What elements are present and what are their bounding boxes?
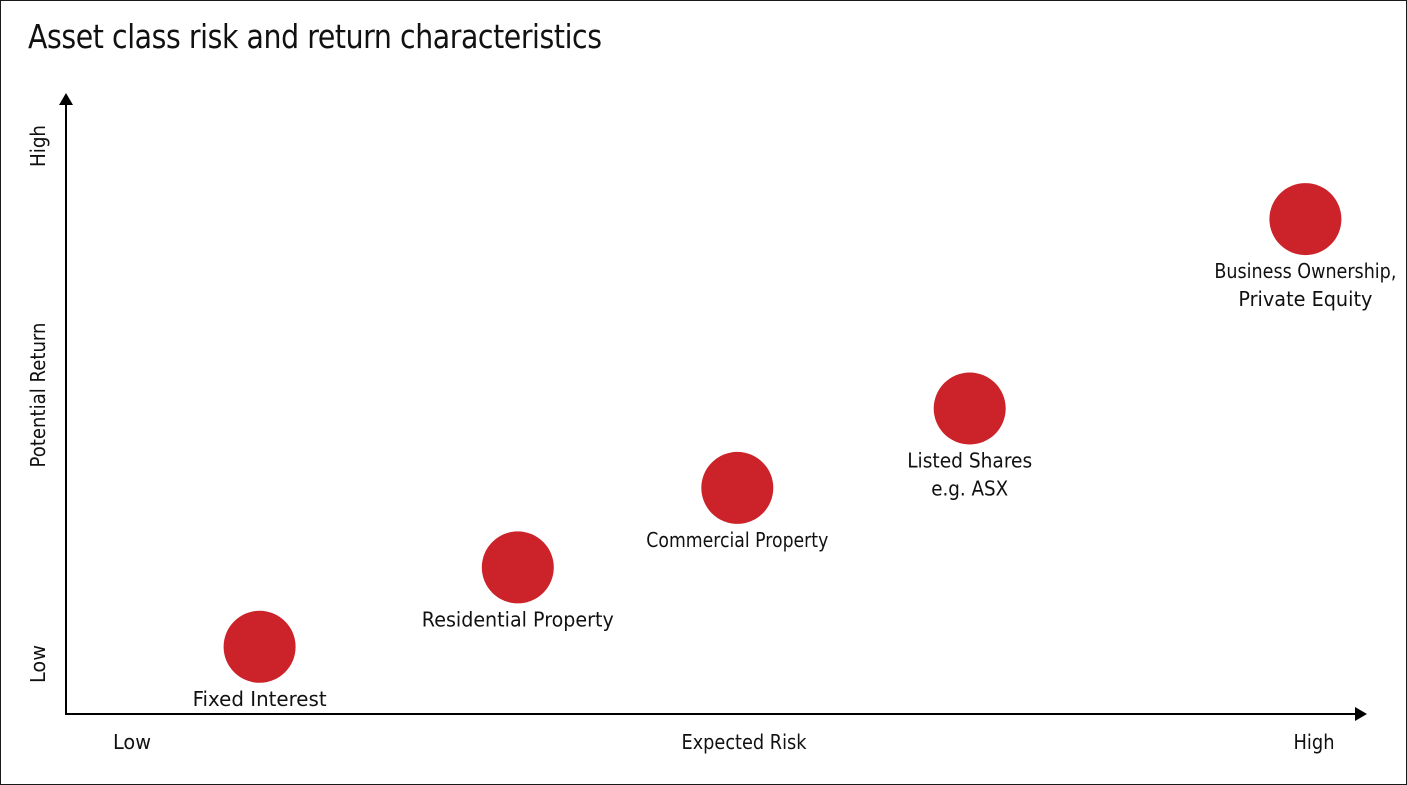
data-point-label: Fixed Interest — [193, 687, 327, 711]
data-point-label: Commercial Property — [646, 528, 828, 552]
data-point — [933, 372, 1006, 445]
x-axis-arrow-icon — [1355, 707, 1367, 721]
data-point — [223, 610, 296, 683]
x-tick-label-high: High — [1294, 730, 1335, 754]
axes — [59, 93, 1367, 721]
data-point-label: Residential Property — [422, 607, 614, 631]
y-axis-arrow-icon — [59, 93, 73, 105]
x-axis-label: Expected Risk — [682, 730, 807, 754]
data-point — [481, 531, 554, 604]
data-point-label: e.g. ASX — [931, 477, 1008, 501]
y-axis-label: Potential Return — [26, 323, 50, 468]
data-point — [701, 451, 774, 524]
data-points: Fixed Interest Residential Property Commer… — [193, 183, 1396, 711]
data-point-label: Private Equity — [1238, 287, 1372, 311]
data-point — [1269, 183, 1342, 256]
data-point-label: Listed Shares — [907, 449, 1032, 473]
y-tick-label-high: High — [26, 125, 50, 167]
y-tick-label-low: Low — [26, 645, 50, 683]
x-tick-label-low: Low — [113, 730, 151, 754]
data-point-label: Business Ownership, — [1214, 259, 1396, 283]
chart-title: Asset class risk and return characterist… — [28, 17, 602, 56]
